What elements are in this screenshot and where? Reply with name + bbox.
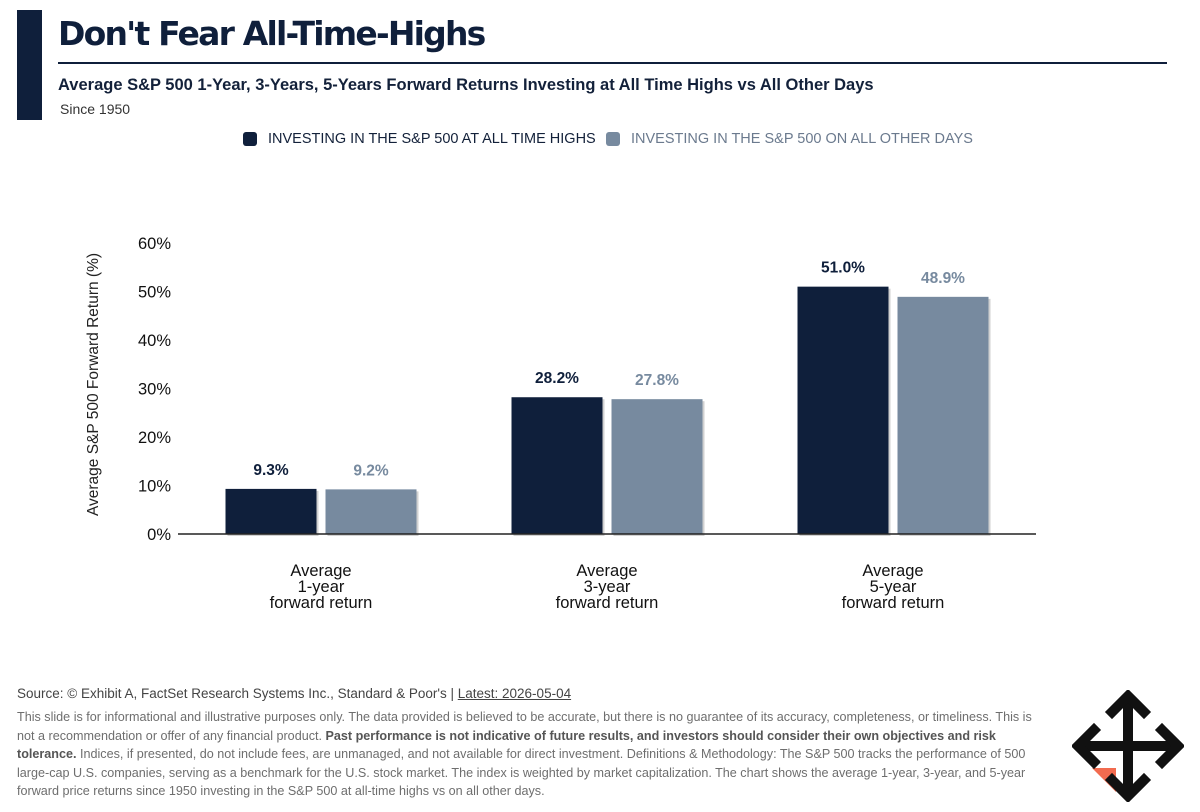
- legend-label-other: INVESTING IN THE S&P 500 ON ALL OTHER DA…: [631, 131, 973, 147]
- x-category-label: Average: [862, 562, 923, 580]
- data-label: 48.9%: [921, 270, 965, 287]
- bar: [511, 397, 603, 534]
- chart-legend: INVESTING IN THE S&P 500 AT ALL TIME HIG…: [0, 131, 1200, 151]
- x-category-label: 5-year: [870, 578, 917, 596]
- data-label: 28.2%: [535, 370, 579, 387]
- legend-item-other: INVESTING IN THE S&P 500 ON ALL OTHER DA…: [606, 131, 973, 147]
- disclaimer-part-2: Indices, if presented, do not include fe…: [17, 747, 1026, 798]
- source-text: Source: © Exhibit A, FactSet Research Sy…: [17, 686, 454, 701]
- x-category-label: Average: [290, 562, 351, 580]
- bar: [897, 296, 989, 534]
- y-tick-label: 20%: [138, 429, 171, 447]
- data-label: 51.0%: [821, 260, 865, 277]
- bar-chart: Average S&P 500 Forward Return (%) 0% 10% 2…: [85, 235, 1036, 612]
- x-category-label: forward return: [842, 594, 945, 612]
- y-tick-label: 60%: [138, 235, 171, 253]
- x-category-label: forward return: [556, 594, 659, 612]
- x-category-label: forward return: [270, 594, 373, 612]
- disclaimer-part-1: This slide is for informational and illu…: [17, 710, 1032, 743]
- latest-date: Latest: 2026-05-04: [457, 686, 572, 701]
- source-line: Source: © Exhibit A, FactSet Research Sy…: [17, 686, 571, 701]
- x-category-label: 1-year: [298, 578, 345, 596]
- y-tick-label: 30%: [138, 381, 171, 399]
- data-label: 27.8%: [635, 372, 679, 389]
- page-title: Don't Fear All-Time-Highs: [58, 14, 486, 53]
- logo-arrow-left: [1072, 722, 1102, 770]
- four-way-arrows-icon: [1072, 690, 1184, 802]
- x-category-label: 3-year: [584, 578, 631, 596]
- logo-arrow-up: [1104, 690, 1152, 720]
- data-label: 9.3%: [253, 462, 289, 479]
- y-tick-label: 50%: [138, 284, 171, 302]
- legend-swatch-other: [606, 132, 620, 146]
- y-tick-label: 0%: [147, 526, 171, 544]
- logo-accent-triangle: [1092, 768, 1116, 792]
- bar: [611, 399, 703, 534]
- y-tick-label: 40%: [138, 332, 171, 350]
- legend-item-ath: INVESTING IN THE S&P 500 AT ALL TIME HIG…: [243, 131, 596, 147]
- bar: [797, 286, 889, 534]
- data-label: 9.2%: [353, 462, 389, 479]
- chart-subtitle: Average S&P 500 1-Year, 3-Years, 5-Years…: [58, 76, 874, 94]
- y-axis-title: Average S&P 500 Forward Return (%): [85, 253, 102, 516]
- logo-arrow-right: [1154, 722, 1184, 770]
- bar: [325, 489, 417, 534]
- disclaimer: This slide is for informational and illu…: [17, 708, 1047, 801]
- disclaimer-bold: Past performance is not indicative of fu…: [17, 728, 996, 762]
- x-category-label: Average: [576, 562, 637, 580]
- bar: [225, 488, 317, 534]
- y-tick-label: 10%: [138, 478, 171, 496]
- accent-bar: [17, 10, 42, 120]
- title-divider: [58, 62, 1167, 64]
- legend-label-ath: INVESTING IN THE S&P 500 AT ALL TIME HIG…: [268, 131, 596, 147]
- since-note: Since 1950: [60, 101, 131, 117]
- legend-swatch-ath: [243, 132, 257, 146]
- logo-arrow-down: [1104, 772, 1152, 802]
